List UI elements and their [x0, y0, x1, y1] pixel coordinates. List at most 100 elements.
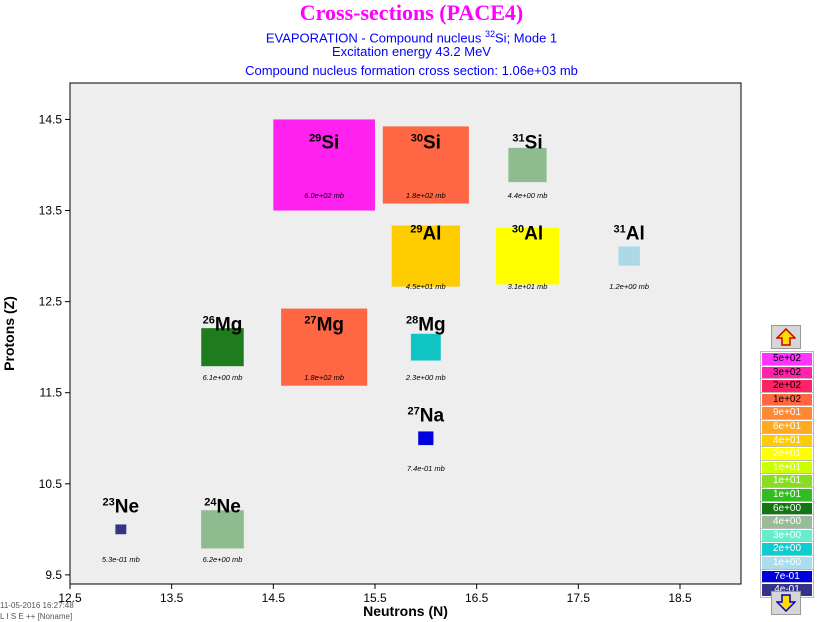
subtitle-pre: EVAPORATION - Compound nucleus: [265, 30, 485, 46]
excitation-energy: Excitation energy 43.2 MeV: [332, 44, 491, 59]
subtitle: EVAPORATION - Compound nucleus 32Si; Mod…: [0, 26, 823, 46]
cross-section-value: 1.8e+02 mb: [406, 191, 446, 200]
legend-item: 6e+01: [760, 419, 814, 435]
nucleus-mass: 30: [512, 223, 524, 235]
legend-item: 3e+00: [760, 527, 814, 544]
y-axis-label: Protons (Z): [1, 296, 17, 371]
cross-section-square: [410, 333, 441, 361]
nucleus-cell-30al: 30Al 3.1e+01 mb: [495, 223, 560, 291]
nucleus-cell-31al: 31Al 1.2e+00 mb: [609, 223, 649, 290]
nucleus-cell-23ne: 23Ne 5.3e-01 mb: [102, 497, 140, 564]
legend-item: 1e+01: [760, 459, 814, 476]
nucleus-element: Al: [524, 223, 543, 244]
legend-item: 9e+01: [760, 405, 814, 422]
nucleus-label: 28Mg: [406, 315, 446, 336]
y-tick-label: 11.5: [40, 386, 63, 400]
nucleus-mass: 31: [614, 223, 626, 235]
legend-item: 6e+00: [760, 500, 814, 517]
subtitle-mass: 32: [485, 29, 496, 39]
nucleus-label: 31Al: [614, 223, 645, 244]
app-name: L I S E ++ [Noname]: [0, 612, 73, 621]
nucleus-mass: 30: [411, 132, 423, 144]
cross-section-value: 6.1e+00 mb: [203, 373, 243, 382]
nucleus-element: Si: [321, 132, 339, 153]
chart-title: Cross-sections (PACE4): [299, 0, 524, 25]
cross-section-square: [201, 328, 244, 367]
cross-section-square: [273, 119, 375, 211]
legend-item: 1e+01: [760, 473, 814, 490]
nucleus-cell-29al: 29Al 4.5e+01 mb: [391, 223, 460, 291]
x-tick-label: 14.5: [262, 591, 286, 605]
cross-section-square: [508, 147, 547, 183]
nucleus-element: Mg: [215, 315, 242, 336]
nucleus-mass: 26: [203, 315, 215, 327]
cross-section-value: 5.3e-01 mb: [102, 555, 140, 564]
cross-section-square: [281, 308, 368, 386]
nucleus-label: 29Al: [410, 223, 441, 244]
cross-section-value: 6.0e+02 mb: [304, 191, 344, 200]
nucleus-cell-27mg: 27Mg 1.8e+02 mb: [281, 308, 368, 386]
arrow-up-glyph: [776, 328, 796, 346]
legend-item: 1e+02: [760, 391, 814, 408]
nucleus-element: Si: [423, 132, 441, 153]
cross-section-value: 4.4e+00 mb: [508, 191, 548, 200]
nucleus-cell-31si: 31Si 4.4e+00 mb: [508, 132, 548, 199]
nucleus-label: 29Si: [309, 132, 339, 153]
legend-item: 4e+01: [760, 432, 814, 449]
formation-cross-section: Compound nucleus formation cross section…: [245, 63, 578, 78]
legend-item: 1e+01: [760, 487, 814, 503]
cross-section-value: 6.2e+00 mb: [203, 555, 243, 564]
nucleus-element: Ne: [115, 497, 139, 518]
nucleus-cell-26mg: 26Mg 6.1e+00 mb: [201, 315, 244, 382]
subtitle-element: Si;: [495, 30, 511, 46]
nucleus-label: 27Na: [408, 406, 445, 427]
nucleus-label: 30Si: [411, 132, 441, 153]
nucleus-label: 24Ne: [204, 497, 241, 518]
y-tick-label: 10.5: [39, 477, 63, 491]
nucleus-cell-28mg: 28Mg 2.3e+00 mb: [405, 315, 446, 382]
nucleus-cell-27na: 27Na 7.4e-01 mb: [407, 406, 445, 473]
y-tick-label: 9.5: [45, 568, 62, 582]
y-tick-label: 12.5: [39, 295, 63, 309]
cross-section-square: [618, 246, 640, 266]
cross-section-value: 1.8e+02 mb: [304, 373, 344, 382]
x-tick-label: 18.5: [668, 591, 692, 605]
legend-item: 1e+00: [760, 555, 814, 571]
nucleus-label: 30Al: [512, 223, 543, 244]
nucleus-mass: 29: [309, 132, 321, 144]
cross-section-value: 2.3e+00 mb: [405, 373, 446, 382]
nucleus-label: 23Ne: [103, 497, 140, 518]
nucleus-cell-30si: 30Si 1.8e+02 mb: [382, 126, 469, 204]
x-tick-label: 16.5: [465, 591, 489, 605]
nucleus-mass: 23: [103, 497, 115, 509]
nucleus-mass: 24: [204, 497, 217, 509]
y-tick-label: 14.5: [39, 112, 63, 126]
timestamp: 11-05-2016 16:27:48: [0, 601, 74, 610]
cross-section-value: 7.4e-01 mb: [407, 464, 445, 473]
y-tick-label: 13.5: [39, 204, 63, 218]
x-tick-label: 17.5: [567, 591, 591, 605]
cross-section-square: [418, 431, 434, 446]
legend-item: 2e+02: [760, 378, 814, 395]
x-axis-label: Neutrons (N): [363, 603, 448, 619]
x-tick-label: 12.5: [58, 591, 82, 605]
legend-item: 4e+00: [760, 514, 814, 531]
nucleus-mass: 29: [410, 223, 422, 235]
legend-item: 2e+00: [760, 541, 814, 558]
nucleus-cell-29si: 29Si 6.0e+02 mb: [273, 119, 375, 211]
subtitle-mode: Mode 1: [510, 30, 558, 46]
legend-item: 7e-01: [760, 568, 814, 585]
cross-section-value: 4.5e+01 mb: [406, 282, 446, 291]
nucleus-element: Al: [626, 223, 645, 244]
nucleus-element: Mg: [317, 315, 344, 336]
nucleus-element: Al: [422, 223, 441, 244]
arrow-up-icon[interactable]: [771, 325, 801, 349]
x-tick-label: 13.5: [160, 591, 184, 605]
nucleus-mass: 27: [304, 315, 316, 327]
cross-section-square: [115, 524, 127, 535]
arrow-down-icon[interactable]: [771, 591, 801, 615]
nucleus-element: Ne: [216, 497, 240, 518]
nucleus-cell-24ne: 24Ne 6.2e+00 mb: [201, 497, 244, 564]
cross-section-square: [495, 227, 560, 285]
